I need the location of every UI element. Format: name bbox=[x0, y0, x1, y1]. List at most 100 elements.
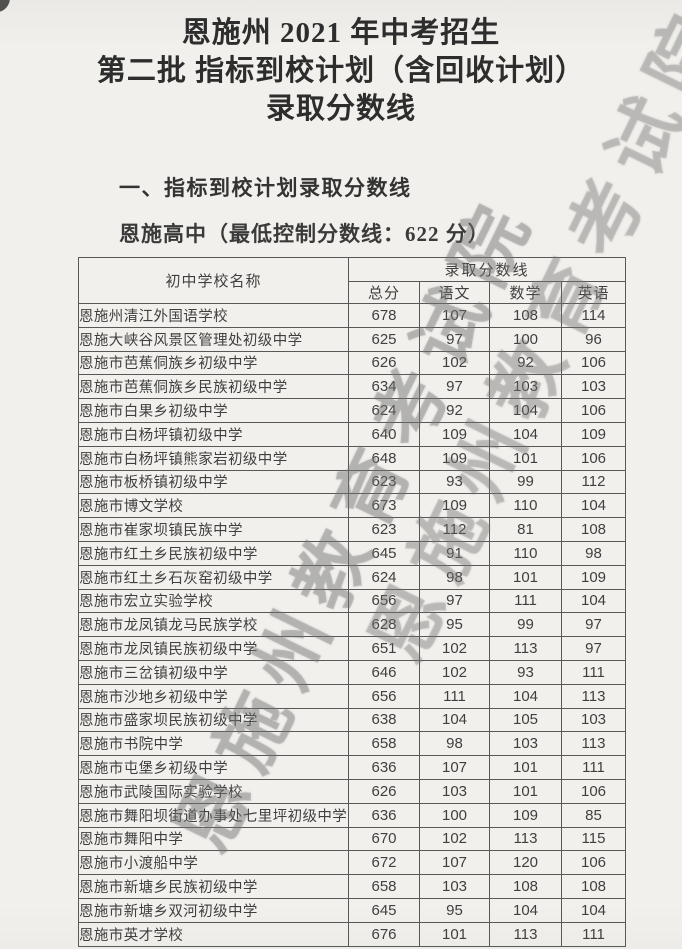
chinese-score-cell: 102 bbox=[419, 636, 490, 661]
math-score-cell: 104 bbox=[489, 421, 562, 447]
table-row: 恩施市沙地乡初级中学 656 111 104 113 bbox=[78, 683, 627, 709]
total-score-cell: 678 bbox=[348, 303, 420, 328]
total-score-cell: 672 bbox=[348, 850, 420, 876]
english-score-cell: 103 bbox=[560, 374, 627, 400]
column-header-chinese: 语文 bbox=[419, 281, 490, 304]
school-name-cell: 恩施市小渡船中学 bbox=[78, 850, 349, 876]
total-score-cell: 656 bbox=[348, 588, 420, 614]
english-score-cell: 106 bbox=[560, 350, 627, 376]
title-line-1: 恩施州 2021 年中考招生 bbox=[181, 17, 501, 49]
table-header-row-1: 初中学校名称 录取分数线 bbox=[78, 257, 627, 304]
total-score-cell: 628 bbox=[348, 612, 420, 638]
school-name-cell: 恩施市盛家坝民族初级中学 bbox=[78, 707, 349, 733]
english-score-cell: 97 bbox=[560, 636, 627, 661]
math-score-cell: 103 bbox=[489, 731, 562, 757]
english-score-cell: 106 bbox=[560, 445, 627, 471]
math-score-cell: 110 bbox=[489, 540, 562, 566]
table-row: 恩施市芭蕉侗族乡初级中学 626 102 92 106 bbox=[78, 350, 627, 376]
english-score-cell: 111 bbox=[560, 921, 627, 947]
table-row: 恩施市新塘乡双河初级中学 645 95 104 104 bbox=[78, 897, 627, 923]
score-table: 初中学校名称 录取分数线 总分 语文 数学 英语 恩施州清江外国语学校 678 … bbox=[78, 257, 627, 947]
math-score-cell: 113 bbox=[489, 826, 562, 852]
english-score-cell: 112 bbox=[560, 469, 627, 495]
school-name-cell: 恩施市舞阳坝街道办事处七里坪初级中学 bbox=[78, 802, 349, 828]
total-score-cell: 625 bbox=[348, 326, 420, 352]
math-score-cell: 105 bbox=[489, 707, 562, 733]
table-row: 恩施市宏立实验学校 656 97 111 104 bbox=[78, 588, 627, 614]
school-name-cell: 恩施市白杨坪镇初级中学 bbox=[78, 421, 349, 447]
chinese-score-cell: 102 bbox=[419, 826, 490, 852]
english-score-cell: 106 bbox=[560, 398, 627, 423]
chinese-score-cell: 107 bbox=[419, 303, 490, 328]
math-score-cell: 113 bbox=[489, 636, 562, 661]
school-name-cell: 恩施市红土乡石灰窑初级中学 bbox=[78, 564, 349, 590]
chinese-score-cell: 101 bbox=[419, 921, 490, 947]
table-row: 恩施市英才学校 676 101 113 111 bbox=[78, 921, 627, 947]
school-name-cell: 恩施市龙凤镇民族初级中学 bbox=[78, 636, 349, 661]
school-name-cell: 恩施市崔家坝镇民族中学 bbox=[78, 517, 349, 542]
table-row: 恩施市崔家坝镇民族中学 623 112 81 108 bbox=[78, 517, 627, 542]
english-score-cell: 104 bbox=[560, 897, 627, 923]
total-score-cell: 626 bbox=[348, 778, 420, 804]
table-header-row-2: 总分 语文 数学 英语 bbox=[79, 281, 627, 304]
table-row: 恩施市白果乡初级中学 624 92 104 106 bbox=[78, 398, 627, 423]
column-group-header-scores: 录取分数线 bbox=[347, 257, 627, 282]
total-score-cell: 670 bbox=[348, 826, 420, 852]
chinese-score-cell: 103 bbox=[419, 874, 490, 899]
chinese-score-cell: 93 bbox=[419, 469, 490, 495]
column-header-math: 数学 bbox=[489, 281, 562, 304]
chinese-score-cell: 102 bbox=[419, 350, 490, 376]
english-score-cell: 111 bbox=[560, 659, 627, 685]
school-name-cell: 恩施市龙凤镇龙马民族学校 bbox=[78, 612, 349, 638]
english-score-cell: 109 bbox=[560, 564, 627, 590]
total-score-cell: 623 bbox=[348, 469, 420, 495]
english-score-cell: 98 bbox=[560, 540, 627, 566]
scan-corner-smudge bbox=[0, 0, 10, 12]
math-score-cell: 99 bbox=[489, 469, 562, 495]
school-name-cell: 恩施市三岔镇初级中学 bbox=[78, 659, 349, 685]
total-score-cell: 623 bbox=[348, 517, 420, 542]
school-name-cell: 恩施市屯堡乡初级中学 bbox=[78, 755, 349, 780]
chinese-score-cell: 111 bbox=[419, 683, 490, 709]
english-score-cell: 111 bbox=[560, 755, 627, 780]
school-name-cell: 恩施市白杨坪镇熊家岩初级中学 bbox=[78, 445, 349, 471]
english-score-cell: 104 bbox=[560, 493, 627, 519]
chinese-score-cell: 103 bbox=[419, 778, 490, 804]
total-score-cell: 673 bbox=[348, 493, 420, 519]
table-row: 恩施市舞阳中学 670 102 113 115 bbox=[78, 826, 627, 852]
school-name-cell: 恩施市博文学校 bbox=[78, 493, 349, 519]
english-score-cell: 109 bbox=[560, 421, 627, 447]
math-score-cell: 109 bbox=[489, 802, 562, 828]
table-row: 恩施市板桥镇初级中学 623 93 99 112 bbox=[78, 469, 627, 495]
math-score-cell: 101 bbox=[489, 445, 562, 471]
total-score-cell: 634 bbox=[348, 374, 420, 400]
chinese-score-cell: 107 bbox=[419, 755, 490, 780]
math-score-cell: 120 bbox=[489, 850, 562, 876]
school-name-cell: 恩施市武陵国际实验学校 bbox=[78, 778, 349, 804]
school-name-cell: 恩施市新塘乡双河初级中学 bbox=[78, 897, 349, 923]
table-row: 恩施市书院中学 658 98 103 113 bbox=[78, 731, 627, 757]
math-score-cell: 113 bbox=[489, 921, 562, 947]
math-score-cell: 111 bbox=[489, 588, 562, 614]
total-score-cell: 656 bbox=[348, 683, 420, 709]
school-name-cell: 恩施市沙地乡初级中学 bbox=[78, 683, 349, 709]
chinese-score-cell: 98 bbox=[419, 731, 490, 757]
math-score-cell: 110 bbox=[489, 493, 562, 519]
chinese-score-cell: 92 bbox=[419, 398, 490, 423]
chinese-score-cell: 109 bbox=[419, 445, 490, 471]
table-row: 恩施市新塘乡民族初级中学 658 103 108 108 bbox=[78, 874, 627, 899]
chinese-score-cell: 95 bbox=[419, 897, 490, 923]
chinese-score-cell: 104 bbox=[419, 707, 490, 733]
chinese-score-cell: 91 bbox=[419, 540, 490, 566]
math-score-cell: 101 bbox=[489, 755, 562, 780]
math-score-cell: 99 bbox=[489, 612, 562, 638]
english-score-cell: 113 bbox=[560, 683, 627, 709]
table-row: 恩施市博文学校 673 109 110 104 bbox=[78, 493, 627, 519]
math-score-cell: 81 bbox=[489, 517, 562, 542]
table-row: 恩施市武陵国际实验学校 626 103 101 106 bbox=[78, 778, 627, 804]
school-control-line-heading: 恩施高中（最低控制分数线：622 分） bbox=[119, 222, 490, 246]
english-score-cell: 108 bbox=[560, 517, 627, 542]
english-score-cell: 104 bbox=[560, 588, 627, 614]
total-score-cell: 624 bbox=[348, 398, 420, 423]
table-row: 恩施市舞阳坝街道办事处七里坪初级中学 636 100 109 85 bbox=[78, 802, 627, 828]
